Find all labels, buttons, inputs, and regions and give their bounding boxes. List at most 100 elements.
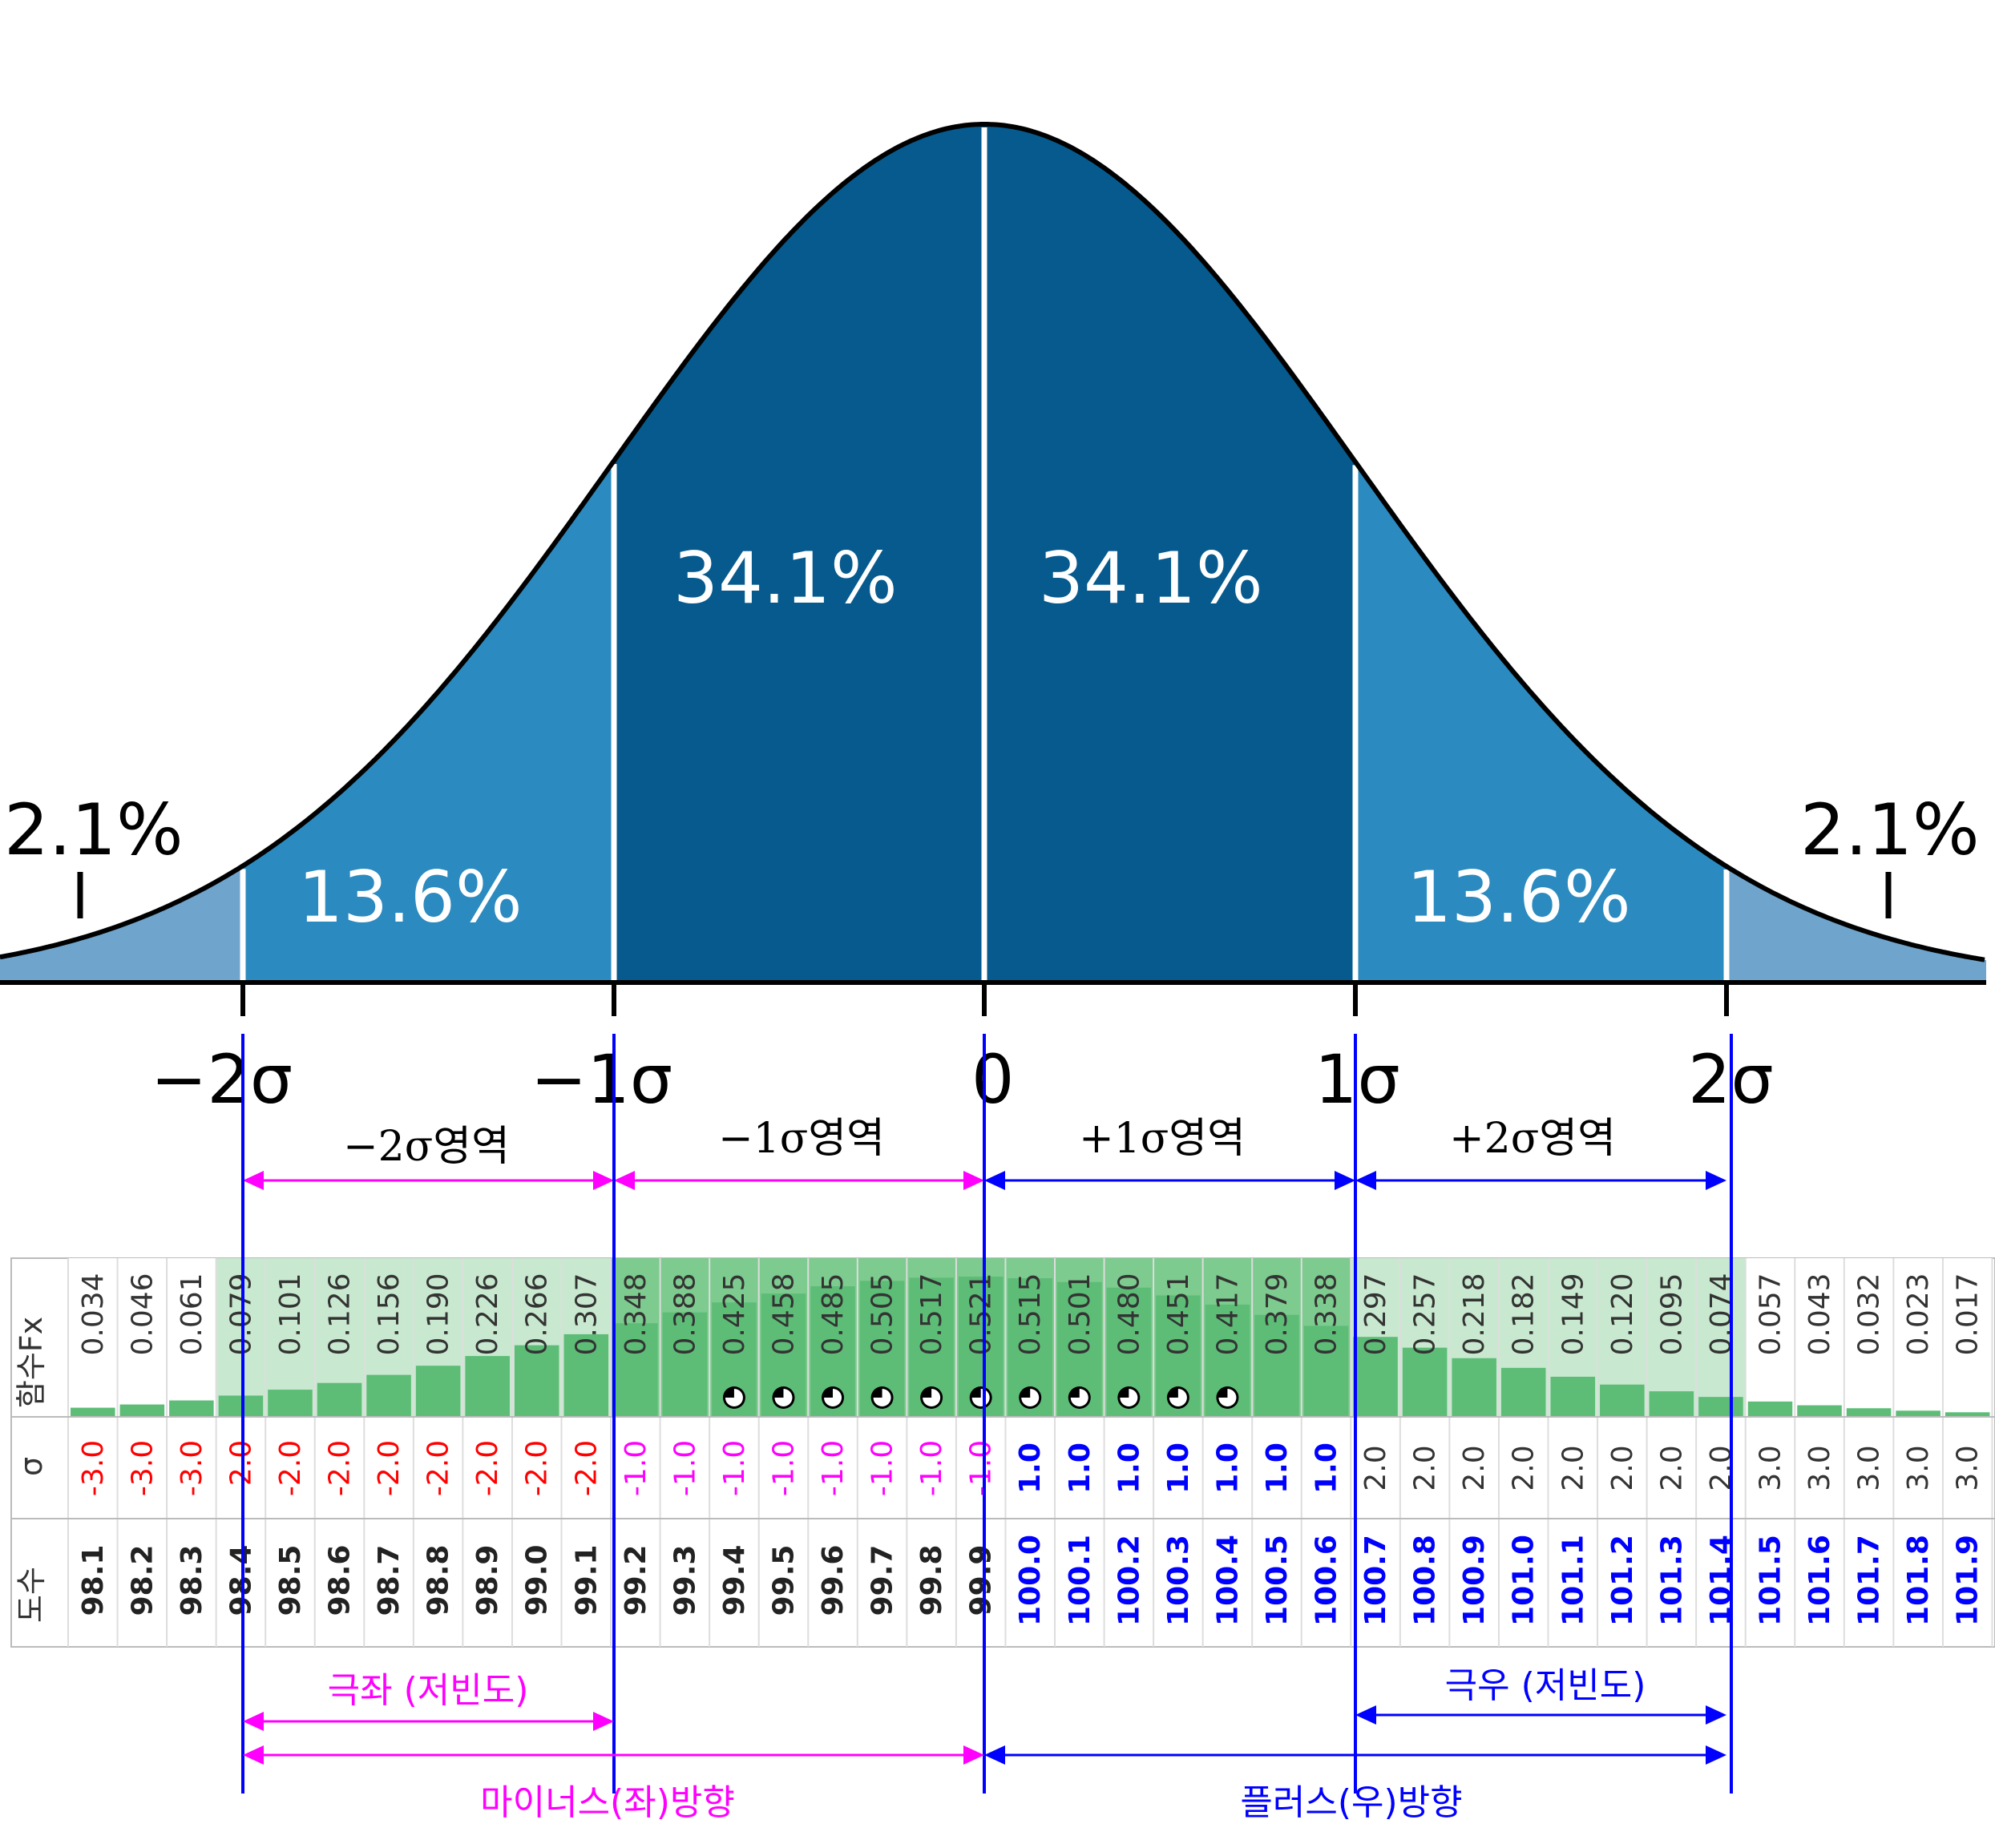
fx-value: 0.257 — [1409, 1273, 1442, 1355]
fx-cell — [1844, 1258, 1894, 1417]
sigma-value: -1.0 — [718, 1440, 751, 1496]
fx-value: 0.266 — [521, 1273, 554, 1355]
sigma-value: 3.0 — [1952, 1445, 1985, 1491]
sigma-value: 2.0 — [1606, 1445, 1639, 1491]
fx-value: 0.388 — [668, 1273, 701, 1355]
fx-value: 0.156 — [373, 1273, 406, 1355]
degree-value: 99.4 — [718, 1545, 751, 1616]
curve-outline — [0, 122, 1985, 962]
region-minus1 — [614, 124, 984, 983]
degree-value: 101.0 — [1508, 1535, 1541, 1626]
fx-value: 0.079 — [224, 1273, 257, 1355]
fx-bar — [1353, 1337, 1398, 1417]
sigma-value: -1.0 — [965, 1440, 998, 1496]
left-extreme-label: 극좌 (저빈도) — [328, 1670, 529, 1711]
row-header-degree: 도수 — [14, 1567, 49, 1623]
arrow-plus1 — [984, 1171, 1355, 1190]
fx-value: 0.149 — [1557, 1273, 1589, 1355]
sigma-value: 1.0 — [1162, 1442, 1195, 1494]
arrow-minus1 — [614, 1171, 984, 1190]
sigma-value: 3.0 — [1902, 1445, 1935, 1491]
degree-value: 98.6 — [324, 1545, 357, 1616]
pct-label-minus2: 13.6% — [298, 856, 523, 938]
fx-bar — [1945, 1412, 1990, 1417]
degree-value: 98.9 — [471, 1545, 504, 1616]
sigma-value: 3.0 — [1803, 1445, 1836, 1491]
sigma-value: 1.0 — [1310, 1442, 1343, 1494]
fx-value: 0.057 — [1754, 1273, 1787, 1355]
degree-value: 98.5 — [274, 1545, 307, 1616]
fx-bar — [268, 1390, 313, 1417]
pct-label-tail-right: 2.1% — [1800, 789, 1980, 871]
degree-value: 100.7 — [1359, 1535, 1392, 1626]
degree-value: 100.6 — [1310, 1535, 1343, 1626]
degree-value: 100.0 — [1014, 1535, 1047, 1626]
fx-bar — [1254, 1314, 1299, 1417]
degree-value: 98.1 — [77, 1545, 110, 1616]
pct-label-minus1: 34.1% — [673, 537, 898, 619]
pct-label-tail-left: 2.1% — [4, 789, 184, 871]
degree-value: 99.7 — [866, 1545, 899, 1616]
fx-bar — [1649, 1391, 1694, 1417]
fx-bar — [1846, 1408, 1892, 1417]
region-arrows — [243, 1171, 1726, 1190]
fx-bars — [71, 1277, 1990, 1417]
degree-value: 101.2 — [1606, 1535, 1639, 1626]
degree-value: 100.4 — [1211, 1535, 1244, 1626]
fx-value: 0.485 — [817, 1273, 850, 1355]
degree-value: 100.2 — [1113, 1535, 1145, 1626]
degree-value: 98.8 — [422, 1545, 455, 1616]
fx-bar — [1500, 1367, 1546, 1417]
fx-value: 0.417 — [1211, 1273, 1244, 1355]
region-tail-left — [0, 865, 243, 983]
arrow-left-extreme — [243, 1712, 614, 1731]
sigma-value: -2.0 — [570, 1440, 603, 1496]
sigma-value: -2.0 — [373, 1440, 406, 1496]
fx-value: 0.515 — [1014, 1273, 1047, 1355]
fx-value: 0.023 — [1902, 1273, 1935, 1355]
degree-value: 98.4 — [224, 1545, 257, 1616]
sigma-value: 1.0 — [1261, 1442, 1294, 1494]
sigma-value: 2.0 — [1655, 1445, 1688, 1491]
fx-cell — [1696, 1258, 1746, 1417]
fx-value: 0.046 — [126, 1273, 159, 1355]
fx-value: 0.501 — [1064, 1273, 1096, 1355]
arrow-plus-direction — [984, 1745, 1726, 1765]
fx-value: 0.226 — [471, 1273, 504, 1355]
degree-value: 100.3 — [1162, 1535, 1195, 1626]
fx-bar — [1896, 1410, 1940, 1417]
degree-value: 98.3 — [176, 1545, 208, 1616]
region-annotations: −2σ영역 −1σ영역 +1σ영역 +2σ영역 — [243, 1115, 1726, 1190]
degree-value: 101.1 — [1557, 1535, 1589, 1626]
fx-bar — [317, 1382, 362, 1417]
degree-value: 99.6 — [817, 1545, 850, 1616]
fx-bar — [71, 1407, 115, 1417]
sigma-values: -3.0 -3.0 -3.0 -2.0 -2.0 -2.0 -2.0 -2.0 -2.0 -2.0… — [77, 1440, 1985, 1496]
fx-value: 0.061 — [176, 1273, 208, 1355]
fx-cell — [1745, 1258, 1795, 1417]
arrow-minus-direction — [243, 1745, 984, 1765]
axis-label-1sigma: 1σ — [1315, 1040, 1400, 1119]
fx-bar — [1698, 1397, 1743, 1417]
fx-bar — [1747, 1401, 1793, 1417]
sigma-value: -3.0 — [126, 1440, 159, 1496]
table-grid — [10, 1258, 1995, 1647]
axis-ticks — [240, 983, 1729, 1016]
minus-direction-label: 마이너스(좌)방향 — [480, 1782, 735, 1823]
sigma-dividers — [240, 127, 1730, 981]
region-plus1 — [984, 124, 1355, 983]
fx-value: 0.043 — [1803, 1273, 1836, 1355]
fx-bar — [415, 1366, 461, 1417]
fx-value: 0.425 — [718, 1273, 751, 1355]
degree-value: 100.8 — [1409, 1535, 1442, 1626]
sigma-value: -2.0 — [471, 1440, 504, 1496]
fx-value: 0.480 — [1113, 1273, 1145, 1355]
fx-value: 0.505 — [866, 1273, 899, 1355]
axis-label-minus2sigma: −2σ — [151, 1040, 293, 1119]
fx-value: 0.521 — [965, 1273, 998, 1355]
sigma-value: -2.0 — [324, 1440, 357, 1496]
right-extreme-label: 극우 (저빈도) — [1445, 1665, 1646, 1706]
sigma-value: 2.0 — [1557, 1445, 1589, 1491]
fx-bar — [119, 1404, 165, 1417]
degree-value: 100.9 — [1458, 1535, 1491, 1626]
